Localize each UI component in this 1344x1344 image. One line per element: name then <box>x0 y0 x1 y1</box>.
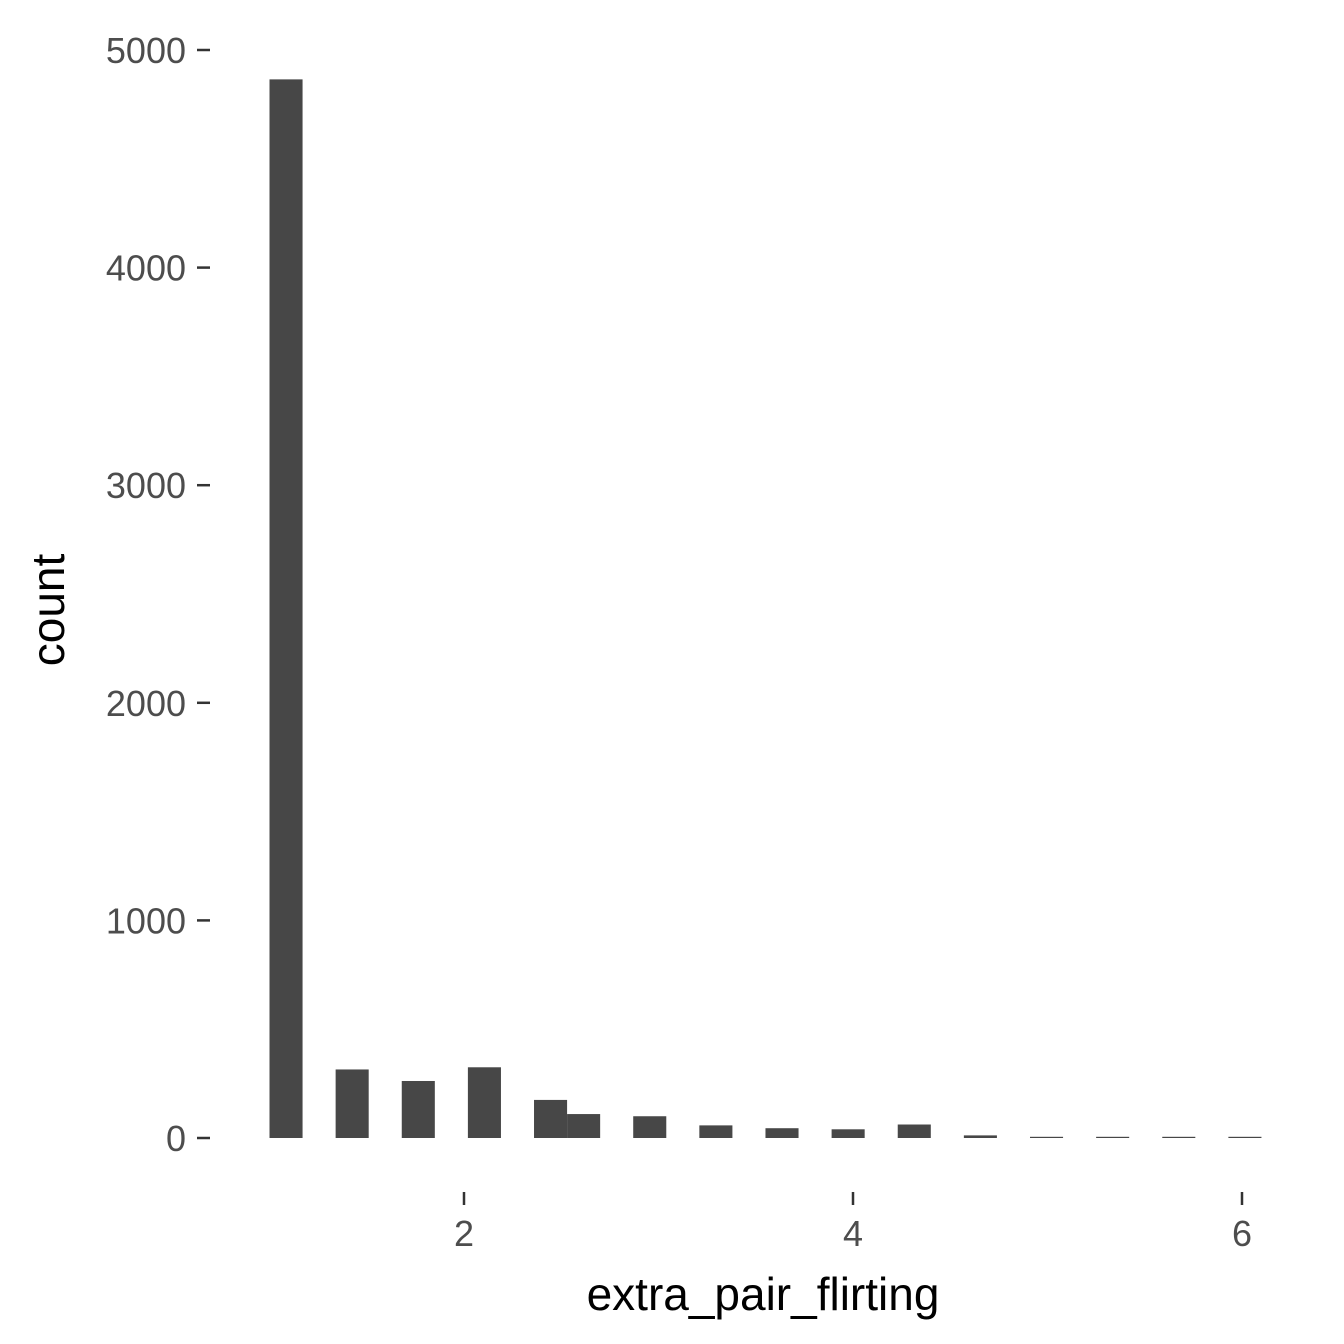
x-tick-label: 4 <box>843 1213 863 1254</box>
x-axis: 2 4 6 <box>454 1192 1252 1254</box>
y-tick-label: 0 <box>166 1118 186 1159</box>
x-axis-title: extra_pair_flirting <box>587 1268 940 1320</box>
y-axis-title: count <box>22 554 74 667</box>
histogram-bar <box>963 1135 997 1138</box>
histogram-bar <box>765 1128 799 1138</box>
histogram-bar <box>699 1125 733 1138</box>
x-tick-label: 2 <box>454 1213 474 1254</box>
histogram-bar <box>467 1067 501 1138</box>
x-tick-label: 6 <box>1232 1213 1252 1254</box>
histogram-bar <box>831 1129 865 1138</box>
histogram-bar <box>897 1124 931 1138</box>
histogram-bar <box>567 1114 601 1138</box>
histogram-bar <box>1029 1136 1064 1138</box>
y-tick-label: 5000 <box>106 30 186 71</box>
y-tick-label: 4000 <box>106 248 186 289</box>
histogram-bar <box>269 79 303 1139</box>
bars-layer <box>269 79 1262 1139</box>
y-axis: 0 1000 2000 3000 4000 5000 <box>106 30 210 1159</box>
histogram-bar <box>401 1080 435 1138</box>
y-tick-label: 1000 <box>106 900 186 941</box>
histogram-bar <box>534 1099 568 1138</box>
histogram-bar <box>335 1069 369 1138</box>
histogram-bar <box>1228 1136 1262 1138</box>
y-tick-label: 2000 <box>106 683 186 724</box>
y-tick-label: 3000 <box>106 465 186 506</box>
histogram-bar <box>1096 1136 1130 1138</box>
histogram-bar <box>1162 1136 1196 1138</box>
histogram-bar <box>633 1116 667 1138</box>
